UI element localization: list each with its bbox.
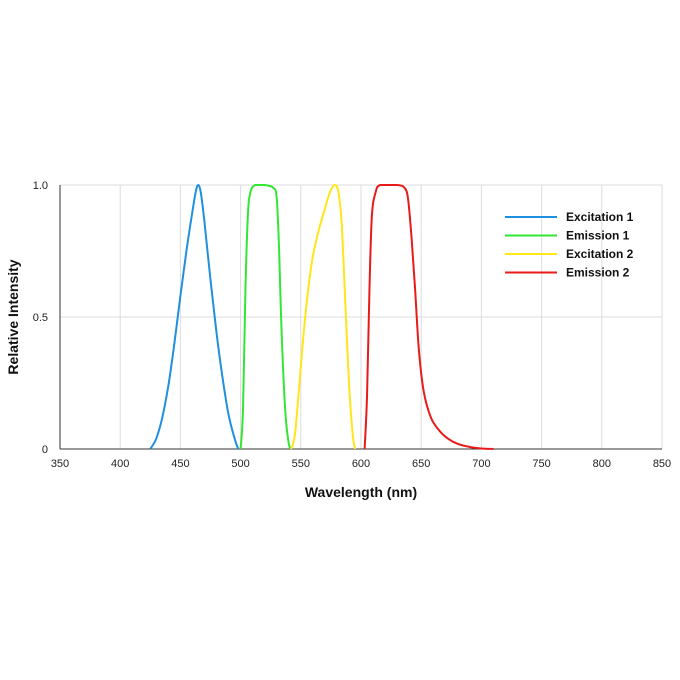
x-tick-label: 500 [231,458,249,470]
x-tick-label: 700 [472,458,490,470]
y-tick-label: 0.5 [33,312,48,324]
grid [60,184,663,449]
x-tick-label: 450 [171,458,189,470]
legend-label-emission-2: Emission 2 [566,266,630,280]
legend: Excitation 1 Emission 1 Excitation 2 Emissi… [505,210,634,280]
tick-labels: 350 400 450 500 550 600 650 700 750 800 850 0 0.5 1.0 [33,180,671,470]
axes [59,185,662,450]
series-line-excitation-1 [149,184,240,450]
x-axis-title: Wavelength (nm) [305,484,417,500]
x-tick-label: 350 [51,458,69,470]
y-tick-label: 1.0 [33,180,48,192]
series [149,184,494,450]
y-axis-title: Relative Intensity [5,259,21,374]
legend-label-emission-1: Emission 1 [566,229,630,243]
series-line-excitation-2 [290,184,356,450]
x-tick-label: 400 [111,458,129,470]
x-tick-label: 650 [412,458,430,470]
x-tick-label: 600 [352,458,370,470]
series-line-emission-2 [363,184,494,450]
x-tick-label: 800 [593,458,611,470]
x-tick-label: 750 [532,458,550,470]
legend-label-excitation-1: Excitation 1 [566,210,634,224]
y-tick-label: 0 [42,444,48,456]
x-tick-label: 850 [653,458,671,470]
series-line-emission-1 [239,184,293,450]
x-tick-label: 550 [292,458,310,470]
legend-label-excitation-2: Excitation 2 [566,247,634,261]
